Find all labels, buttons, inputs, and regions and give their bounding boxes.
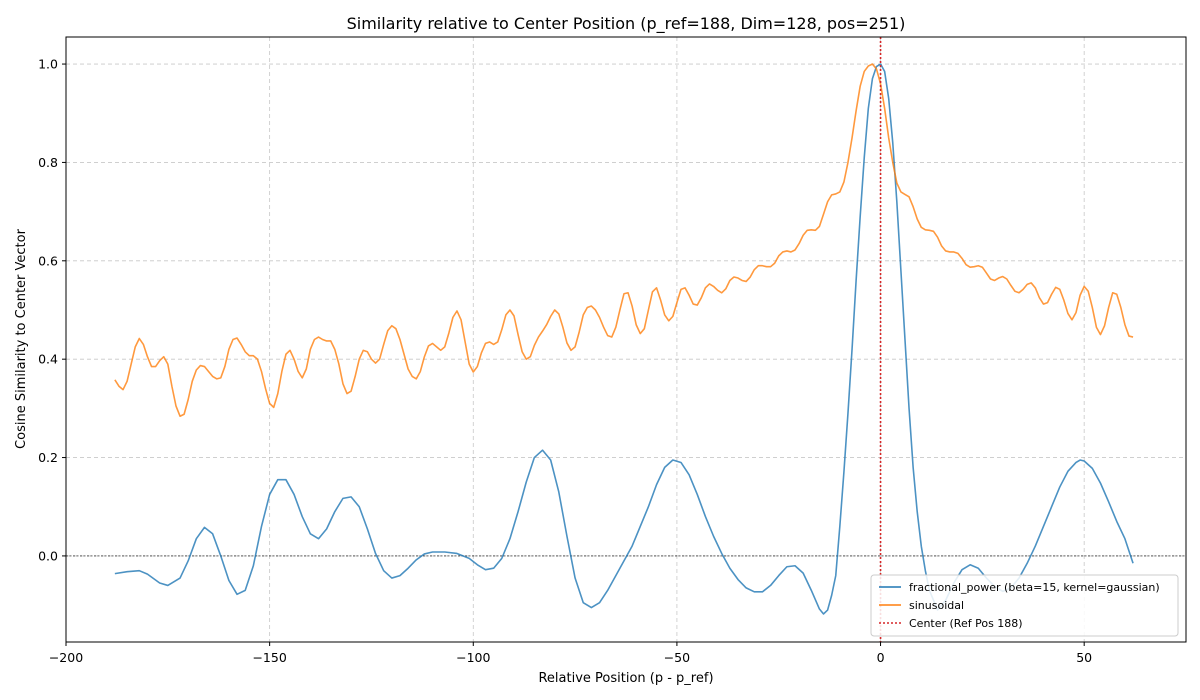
y-tick-label: 1.0 (38, 57, 58, 72)
y-tick-label: 0.6 (38, 253, 58, 268)
legend: fractional_power (beta=15, kernel=gaussi… (870, 574, 1179, 637)
x-tick-label: −200 (49, 650, 83, 665)
y-tick-label: 0.0 (38, 548, 58, 563)
y-tick-label: 0.4 (38, 352, 58, 367)
x-tick-label: 0 (877, 650, 885, 665)
legend-box (870, 574, 1179, 637)
x-tick-label: −50 (664, 650, 690, 665)
x-axis-title: Relative Position (p - p_ref) (538, 671, 713, 686)
legend-label-sinusoidal: sinusoidal (909, 599, 964, 612)
x-tick-label: 50 (1076, 650, 1092, 665)
y-tick-label: 0.2 (38, 450, 58, 465)
x-tick-label: −100 (456, 650, 490, 665)
axis-ticks: −200 −150 −100 −50 0 50 0.0 0.2 0.4 0.6 0.8 1.0 (38, 57, 1092, 665)
legend-label-fractional-power: fractional_power (beta=15, kernel=gaussi… (909, 581, 1160, 594)
y-tick-label: 0.8 (38, 155, 58, 170)
grid-lines (65, 37, 1186, 642)
series-line-1 (114, 63, 1134, 418)
chart-title: Similarity relative to Center Position (… (347, 14, 906, 34)
plot-area-frame (65, 36, 1187, 643)
x-tick-label: −150 (252, 650, 286, 665)
y-axis-title: Cosine Similarity to Center Vector (14, 228, 29, 449)
legend-label-center: Center (Ref Pos 188) (909, 617, 1023, 630)
